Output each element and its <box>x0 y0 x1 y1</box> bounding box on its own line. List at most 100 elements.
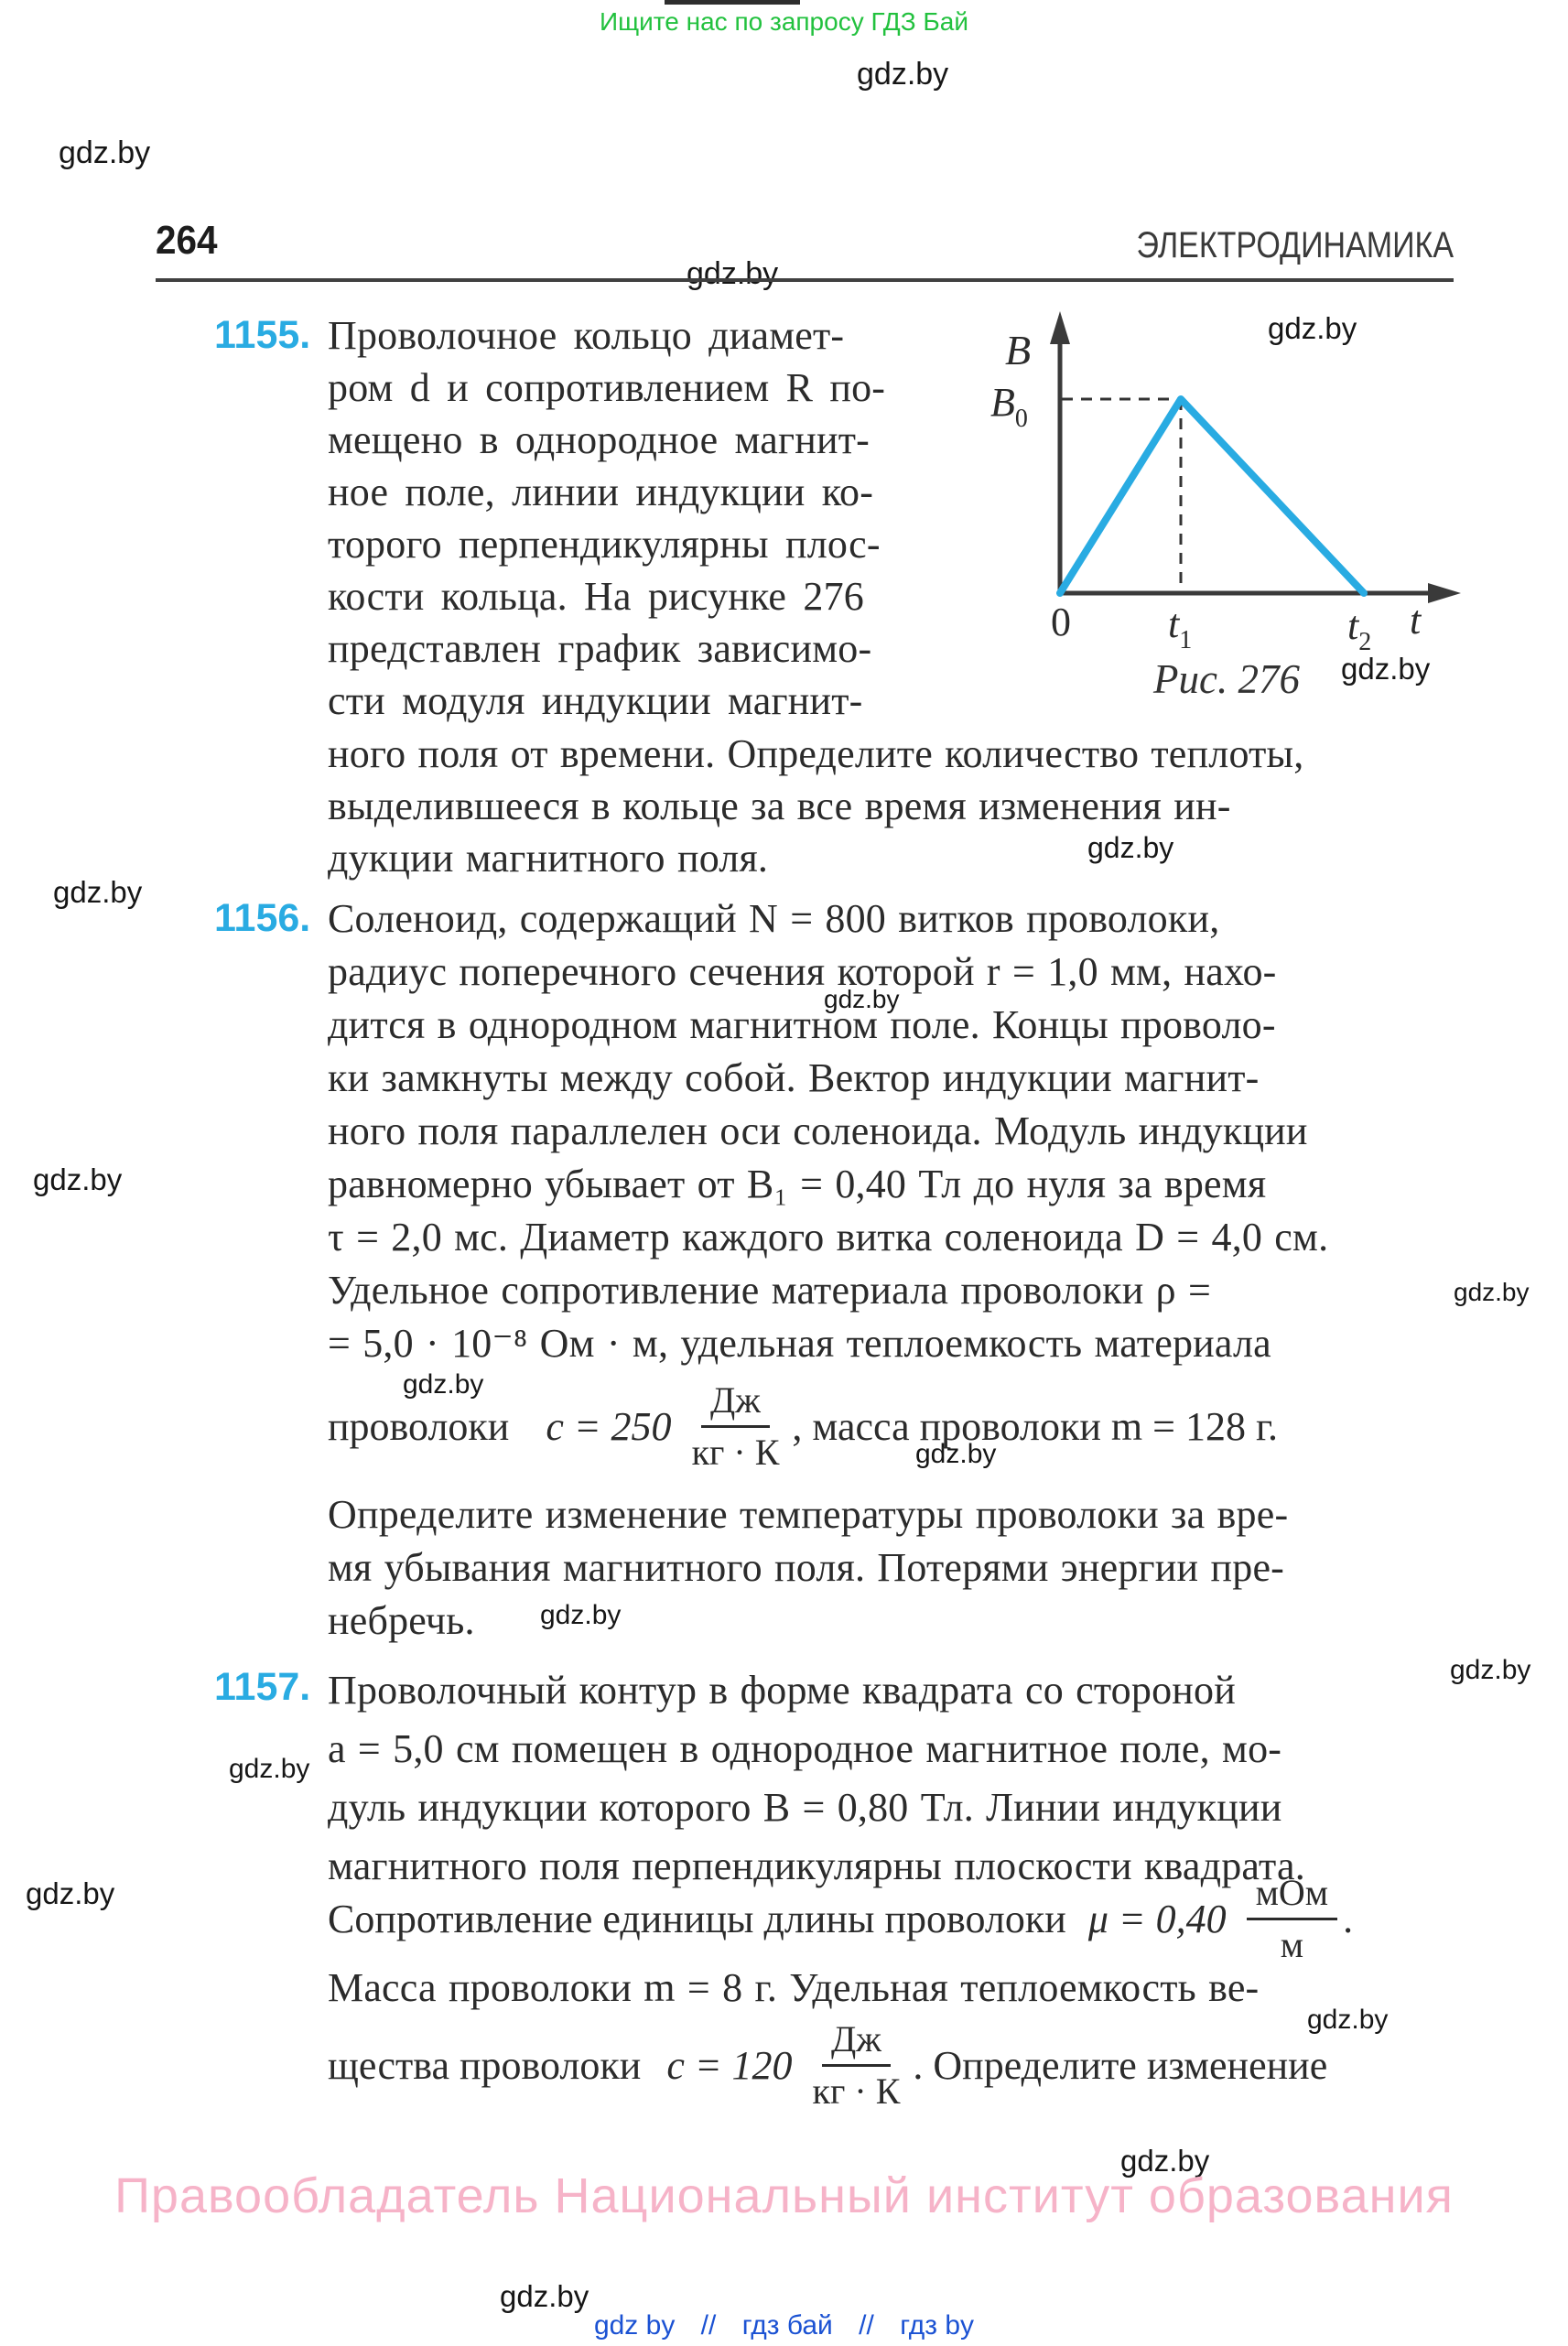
formula-post: . Определите изменение <box>913 2042 1328 2088</box>
text-line: кости кольца. На рисунке 276 <box>328 574 864 619</box>
formula-pre: проволоки <box>328 1403 510 1449</box>
fraction: Дж кг · К <box>812 2018 901 2112</box>
figure-origin-label: 0 <box>1051 600 1071 644</box>
problem-number-1157: 1157. <box>214 1665 311 1709</box>
b0-subscript: 0 <box>1014 405 1028 433</box>
figure-276-graph <box>1050 311 1461 603</box>
footer-link-gdz-by[interactable]: gdz by <box>593 2310 676 2341</box>
figure-b0-label: B0 <box>990 379 1028 434</box>
problem-1157-text-a: Проволочный контур в форме квадрата со с… <box>328 1661 1454 1896</box>
fraction: Дж кг · К <box>691 1379 780 1473</box>
gdz-watermark: gdz.by <box>1268 311 1357 345</box>
gdz-watermark: gdz.by <box>1454 1278 1530 1306</box>
t1-subscript: 1 <box>1179 626 1193 654</box>
gdz-watermark: gdz.by <box>403 1369 484 1400</box>
problem-1157-heat-capacity-formula: щества проволоки c = 120 Дж кг · К . Опр… <box>328 2010 1327 2120</box>
text-line: представлен график зависимо- <box>328 626 872 671</box>
text-line: дится в однородном магнитном поле. Концы… <box>328 1002 1276 1047</box>
formula-value: μ = 0,40 <box>1087 1896 1227 1941</box>
y-axis-arrow-icon <box>1050 311 1070 344</box>
problem-number-1156: 1156. <box>214 896 311 940</box>
problem-1157-mass-line: Масса проволоки m = 8 г. Удельная теплое… <box>328 1959 1454 2017</box>
link-separator: // <box>700 2310 717 2341</box>
text-line: Проволочное кольцо диамет- <box>328 313 845 358</box>
figure-x-axis-label: t <box>1410 598 1422 643</box>
problem-1155-wide-text: ного поля от времени. Определите количес… <box>328 728 1454 884</box>
text-line: небречь. <box>328 1598 475 1643</box>
footer-links: gdz by // гдз бай // гдз by <box>0 2310 1568 2341</box>
copyright-line: Правообладатель Национальный институт об… <box>114 2168 1454 2223</box>
gdz-watermark: gdz.by <box>1341 652 1431 686</box>
figure-caption: Рис. 276 <box>1153 656 1300 702</box>
gdz-watermark: gdz.by <box>540 1600 622 1630</box>
text-line: дуль индукции которого B = 0,80 Тл. Лини… <box>328 1785 1282 1830</box>
fraction-denominator: кг · К <box>691 1431 780 1473</box>
text-line: Соленоид, содержащий N = 800 витков пров… <box>328 896 1220 941</box>
header-rule <box>156 278 1454 282</box>
problem-1155-narrow-text: Проволочное кольцо диамет- ром d и сопро… <box>328 309 968 727</box>
b0-base: B <box>990 380 1015 425</box>
text-line: торого перпендикулярны плос- <box>328 522 881 567</box>
t2-subscript: 2 <box>1358 628 1372 656</box>
problem-1156-text-a: Соленоид, содержащий N = 800 витков пров… <box>328 892 1454 1370</box>
gdz-watermark: gdz.by <box>229 1754 310 1784</box>
gdz-watermark: gdz.by <box>915 1439 997 1469</box>
text-line: Проволочный контур в форме квадрата со с… <box>328 1668 1236 1713</box>
gdz-watermark: gdz.by <box>53 875 143 909</box>
gdz-watermark: gdz.by <box>26 1876 115 1910</box>
figure-y-axis-label: B <box>1005 327 1032 373</box>
formula-pre: щества проволоки <box>328 2042 642 2088</box>
scan-artifact-bar <box>665 0 800 5</box>
formula-value: c = 120 <box>666 2042 793 2088</box>
text-line: ного поля параллелен оси соленоида. Моду… <box>328 1108 1308 1153</box>
gdz-watermark: gdz.by <box>1307 2005 1389 2035</box>
problem-1157-resistance-formula: Сопротивление единицы длины проволоки μ … <box>328 1869 1353 1968</box>
gdz-watermark: gdz.by <box>1450 1655 1531 1685</box>
formula-value: c = 250 <box>546 1403 672 1449</box>
formula-post: , масса проволоки m = 128 г. <box>792 1403 1279 1449</box>
figure-t2-label: t2 <box>1347 602 1371 657</box>
text-line: Определите изменение температуры проволо… <box>328 1492 1289 1537</box>
gdz-watermark: gdz.by <box>33 1162 123 1196</box>
formula-pre: Сопротивление единицы длины проволоки <box>328 1896 1066 1941</box>
text-line: сти модуля индукции магнит- <box>328 678 863 723</box>
text-line: радиус поперечного сечения которой r = 1… <box>328 949 1277 994</box>
t2-base: t <box>1347 603 1359 648</box>
text-line: дукции магнитного поля. <box>328 836 769 881</box>
footer-link-gdz-bai[interactable]: гдз бай <box>741 2310 833 2341</box>
text-line: магнитного поля перпендикулярны плоскост… <box>328 1843 1305 1888</box>
text-line: равномерно убывает от B₁ = 0,40 Тл до ну… <box>328 1162 1267 1206</box>
text-line: ное поле, линии индукции ко- <box>328 470 874 514</box>
t1-base: t <box>1168 601 1180 646</box>
text-line: τ = 2,0 мс. Диаметр каждого витка солено… <box>328 1215 1329 1259</box>
footer-link-gdz-by-2[interactable]: гдз by <box>900 2310 975 2341</box>
figure-t1-label: t1 <box>1168 600 1192 655</box>
problem-1156-heat-capacity-formula: проволоки c = 250 Дж кг · К , масса пров… <box>328 1375 1278 1477</box>
fraction-denominator: м <box>1280 1923 1303 1965</box>
fraction-numerator: Дж <box>701 1379 770 1428</box>
gdz-watermark: gdz.by <box>824 985 900 1013</box>
x-axis-arrow-icon <box>1428 583 1461 603</box>
text-line: ром d и сопротивлением R по- <box>328 365 886 410</box>
gdz-watermark: gdz.by <box>687 256 779 291</box>
text-line: выделившееся в кольце за все время измен… <box>328 784 1231 828</box>
chapter-title: ЭЛЕКТРОДИНАМИКА <box>1136 225 1454 265</box>
formula-post: . <box>1343 1896 1354 1941</box>
fraction-numerator: мОм <box>1246 1872 1338 1920</box>
gdz-watermark: gdz.by <box>500 2279 589 2313</box>
text-line: Удельное сопротивление материала проволо… <box>328 1268 1212 1313</box>
b-vs-t-line <box>1056 395 1368 597</box>
text-line: мя убывания магнитного поля. Потерями эн… <box>328 1545 1285 1590</box>
fraction-denominator: кг · К <box>812 2070 901 2112</box>
gdz-watermark: gdz.by <box>1120 2144 1210 2178</box>
gdz-watermark: gdz.by <box>59 135 151 170</box>
gdz-watermark: gdz.by <box>857 57 949 92</box>
fraction: мОм м <box>1246 1872 1338 1965</box>
text-line: a = 5,0 см помещен в однородное магнитно… <box>328 1726 1282 1771</box>
top-banner: Ищите нас по запросу ГДЗ Бай <box>599 7 969 36</box>
text-line: мещено в однородное магнит- <box>328 417 870 462</box>
text-line: = 5,0 · 10⁻⁸ Ом · м, удельная теплоемкос… <box>328 1321 1271 1366</box>
problem-1156-text-b: Определите изменение температуры проволо… <box>328 1488 1454 1648</box>
text-line: ки замкнуты между собой. Вектор индукции… <box>328 1055 1260 1100</box>
fraction-numerator: Дж <box>822 2018 891 2067</box>
